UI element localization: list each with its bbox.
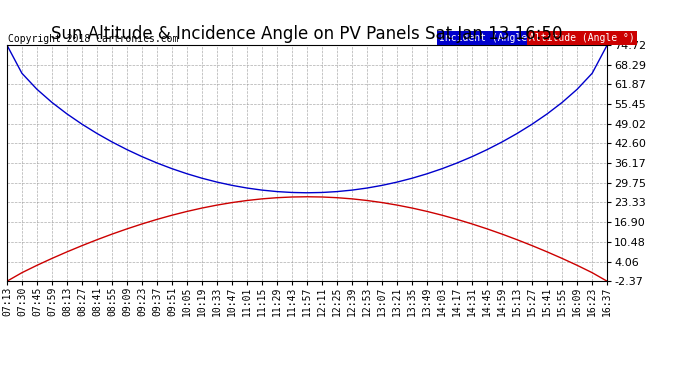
Text: Incident (Angle °): Incident (Angle °) [439, 33, 545, 43]
Text: Altitude (Angle °): Altitude (Angle °) [529, 33, 635, 43]
Text: Copyright 2018 Cartronics.com: Copyright 2018 Cartronics.com [8, 34, 179, 44]
Title: Sun Altitude & Incidence Angle on PV Panels Sat Jan 13 16:50: Sun Altitude & Incidence Angle on PV Pan… [51, 26, 563, 44]
